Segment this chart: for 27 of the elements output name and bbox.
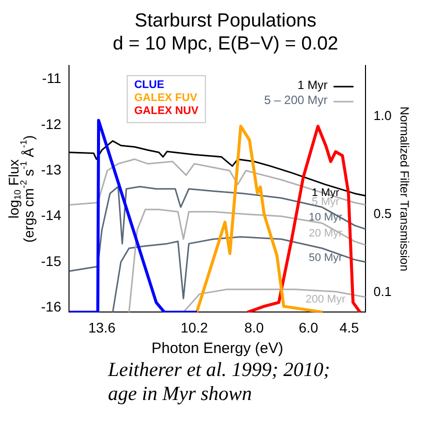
series-label: 200 Myr: [306, 294, 346, 306]
y2-tick-label: 0.5: [374, 206, 392, 221]
text: Leitherer et al. 1999; 2010; age in Myr shown: [106, 358, 332, 406]
annotation: 5 – 200 Myr: [264, 92, 328, 107]
y-tick-label: -13: [41, 161, 62, 178]
x-axis-title: Photon Energy (eV): [152, 340, 284, 358]
y-tick-label: -11: [42, 70, 62, 86]
series-label: 10 Myr: [308, 212, 343, 224]
y-tick-label: -15: [41, 252, 62, 269]
text: GALEX FUV: [134, 92, 198, 104]
y2-axis-title: Normalized Filter Transmission: [397, 106, 412, 272]
y-tick-label: -16: [41, 298, 62, 314]
x-tick-label: 8.0: [244, 319, 264, 336]
y2-tick-label: 1.0: [374, 108, 392, 124]
y2-tick-label: 0.1: [374, 284, 392, 300]
y-tick-label: -12: [41, 116, 62, 132]
legend-label: 1 Myr: [298, 78, 328, 92]
chart-title: Starburst Populations: [134, 10, 316, 32]
x-tick-label: 13.6: [88, 319, 116, 336]
y-tick-label: -14: [41, 207, 62, 224]
chart-subtitle: d = 10 Mpc, E(B−V) = 0.02: [112, 33, 338, 54]
x-tick-label: 4.5: [339, 319, 360, 336]
x-tick-label: 6.0: [298, 319, 318, 336]
series-label: 50 Myr: [308, 252, 343, 264]
text: CLUE: [134, 79, 164, 92]
text: GALEX NUV: [134, 105, 200, 118]
x-tick-label: 10.2: [180, 319, 208, 336]
